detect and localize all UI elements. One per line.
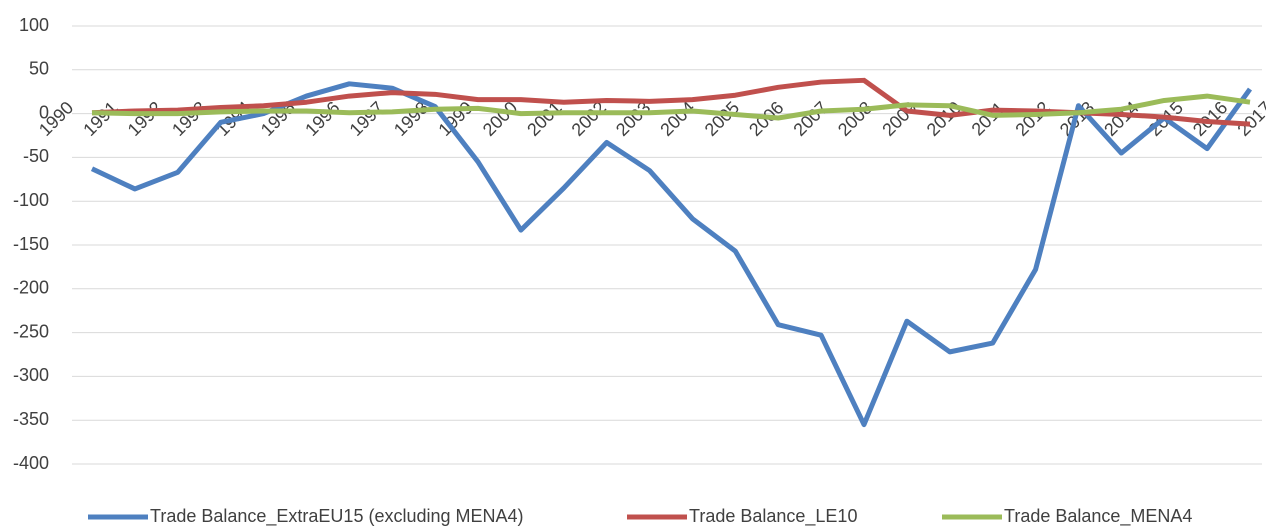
y-tick-label: -400 [13, 453, 49, 473]
x-tick-label: 2007 [789, 97, 831, 139]
y-tick-label: -200 [13, 278, 49, 298]
series-line [91, 93, 1251, 121]
x-tick-label: 1997 [346, 97, 388, 139]
x-tick-label: 2008 [834, 97, 876, 139]
x-tick-label: 2000 [479, 97, 521, 139]
legend-label: Trade Balance_ExtraEU15 (excluding MENA4… [150, 506, 524, 527]
y-tick-label: -100 [13, 190, 49, 210]
y-tick-label: 50 [29, 59, 49, 79]
y-tick-label: 0 [39, 102, 49, 122]
x-tick-label: 1993 [168, 97, 210, 139]
x-tick-label: 1992 [124, 97, 166, 139]
x-tick-label: 1991 [79, 97, 121, 139]
legend-label: Trade Balance_MENA4 [1004, 506, 1192, 527]
y-tick-label: 100 [19, 15, 49, 35]
legend-label: Trade Balance_LE10 [689, 506, 857, 527]
x-tick-label: 2005 [701, 97, 743, 139]
y-tick-label: -350 [13, 409, 49, 429]
x-tick-label: 2003 [612, 97, 654, 139]
y-tick-label: -250 [13, 321, 49, 341]
y-tick-label: -150 [13, 234, 49, 254]
y-tick-label: -300 [13, 365, 49, 385]
y-tick-label: -50 [23, 146, 49, 166]
x-tick-label: 2011 [968, 98, 1010, 140]
x-tick-label: 2004 [656, 97, 698, 139]
x-tick-label: 2012 [1011, 97, 1053, 139]
